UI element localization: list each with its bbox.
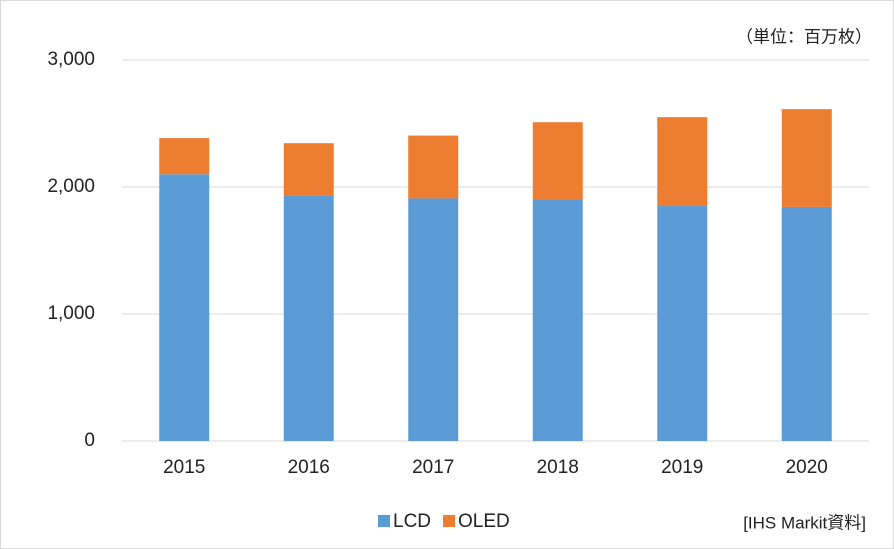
x-tick-label: 2017	[412, 457, 454, 478]
y-tick-label: 0	[84, 430, 95, 451]
unit-note: （単位：百万枚）	[736, 27, 872, 46]
bar-segment	[159, 174, 210, 442]
bar-segment	[657, 117, 708, 207]
x-tick-label: 2016	[288, 457, 330, 478]
legend-label: LCD	[393, 511, 431, 532]
bar-segment	[657, 206, 708, 441]
y-tick-label: 1,000	[47, 303, 95, 324]
x-tick-label: 2020	[786, 457, 828, 478]
bar-segment	[408, 135, 459, 199]
bar-segment	[781, 109, 832, 207]
legend-swatch	[443, 515, 456, 527]
x-tick-label: 2015	[163, 457, 205, 478]
legend-swatch	[378, 515, 390, 527]
bar-segment	[408, 198, 459, 441]
bar-segment	[532, 199, 583, 441]
bar-segment	[159, 138, 210, 175]
bar-segment	[781, 206, 832, 441]
bar-segment	[532, 122, 583, 200]
legend-label: OLED	[458, 511, 510, 532]
source-note: [IHS Markit資料]	[743, 513, 866, 532]
x-tick-label: 2019	[661, 457, 703, 478]
y-tick-label: 3,000	[47, 49, 95, 70]
y-tick-label: 2,000	[47, 176, 95, 197]
bar-segment	[283, 195, 334, 441]
x-tick-label: 2018	[537, 457, 579, 478]
bar-segment	[283, 143, 334, 196]
